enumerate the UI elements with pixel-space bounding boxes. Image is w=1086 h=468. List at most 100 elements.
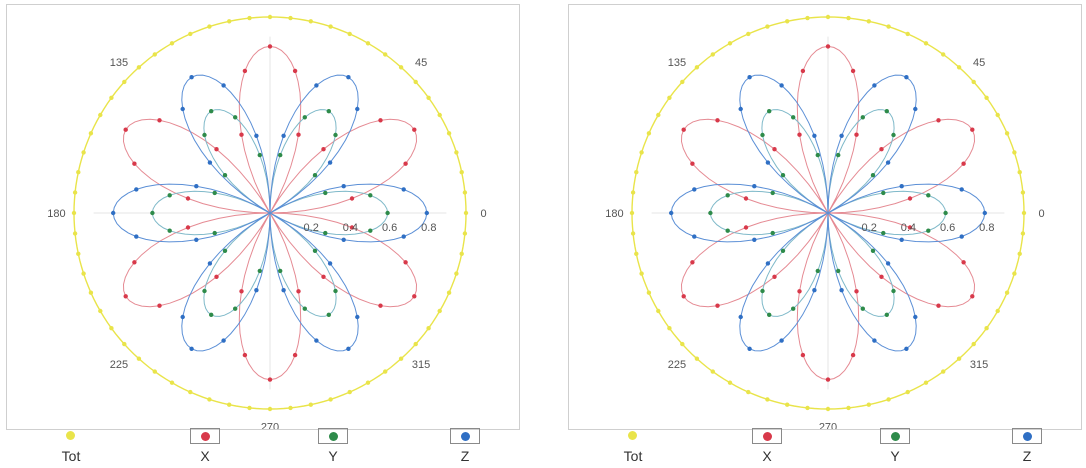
data-point-z: [959, 234, 964, 239]
data-point-z: [765, 160, 771, 165]
data-point-tot: [667, 326, 672, 331]
data-point-x: [403, 260, 408, 265]
data-point-tot: [846, 405, 851, 411]
radial-tick-label: 0.2: [862, 222, 877, 234]
data-point-z: [692, 234, 697, 239]
data-point-tot: [727, 380, 733, 385]
data-point-tot: [207, 397, 212, 402]
data-point-z: [747, 346, 752, 351]
data-point-tot: [805, 405, 810, 411]
data-point-y: [326, 312, 331, 317]
data-point-z: [959, 187, 964, 192]
data-point-tot: [971, 79, 976, 85]
data-point-x: [772, 147, 777, 152]
angle-tick-label: 0: [1039, 208, 1045, 220]
data-point-tot: [152, 52, 157, 57]
data-point-tot: [462, 231, 468, 236]
data-point-y: [368, 228, 373, 233]
data-point-y: [860, 115, 865, 120]
data-point-y: [312, 248, 318, 253]
data-point-z: [134, 234, 139, 239]
data-point-tot: [398, 356, 404, 361]
x-dot-icon: [201, 432, 210, 441]
data-point-z: [180, 314, 185, 320]
data-point-tot: [459, 251, 464, 256]
data-point-x: [907, 225, 913, 230]
data-point-tot: [1020, 231, 1026, 236]
data-point-tot: [413, 341, 418, 347]
data-point-x: [772, 274, 777, 279]
data-point-tot: [207, 24, 212, 29]
data-point-tot: [1012, 271, 1017, 276]
data-point-tot: [680, 341, 685, 347]
data-point-tot: [152, 369, 157, 374]
data-point-tot: [785, 19, 790, 24]
data-point-z: [904, 346, 909, 351]
legend-item-x[interactable]: X: [740, 428, 800, 468]
data-point-y: [167, 193, 172, 198]
data-point-tot: [941, 369, 946, 374]
data-point-tot: [347, 389, 352, 395]
data-point-x: [132, 260, 137, 265]
data-point-z: [341, 237, 346, 242]
data-point-tot: [308, 402, 313, 407]
angle-tick-label: 135: [668, 57, 686, 69]
data-point-y: [708, 210, 713, 216]
data-point-z: [194, 184, 199, 189]
data-point-x: [797, 132, 802, 137]
data-point-x: [157, 118, 162, 123]
data-point-z: [913, 106, 918, 112]
data-point-x: [292, 352, 298, 358]
data-point-x: [743, 225, 749, 230]
data-point-y: [926, 193, 931, 198]
data-point-y: [222, 248, 228, 253]
data-point-tot: [72, 231, 78, 236]
data-point-z: [899, 184, 904, 189]
data-point-x: [800, 68, 806, 74]
data-point-y: [233, 115, 238, 120]
data-point-tot: [694, 65, 700, 70]
data-point-x: [123, 127, 128, 132]
data-point-z: [738, 314, 743, 320]
data-point-z: [314, 338, 319, 343]
angle-tick-label: 45: [415, 57, 427, 69]
data-point-z: [221, 83, 226, 88]
data-point-y: [884, 109, 889, 114]
data-point-z: [189, 75, 194, 80]
legend-item-y[interactable]: Y: [868, 428, 928, 468]
legend-item-z[interactable]: Z: [1000, 428, 1060, 468]
legend-item-y[interactable]: Y: [306, 428, 366, 468]
data-point-y: [767, 109, 772, 114]
legend-item-z[interactable]: Z: [438, 428, 498, 468]
data-point-y: [815, 268, 820, 274]
data-point-z: [207, 160, 213, 165]
data-point-x: [242, 352, 248, 358]
data-point-x: [681, 127, 686, 132]
legend-item-tot[interactable]: Tot: [44, 428, 104, 468]
data-point-z: [752, 237, 757, 242]
data-point-y: [323, 190, 328, 196]
legend-swatch-x: [190, 428, 220, 444]
legend-item-x[interactable]: X: [178, 428, 238, 468]
data-point-x: [185, 196, 191, 201]
legend-label-tot: Tot: [623, 448, 643, 464]
data-point-tot: [398, 65, 404, 70]
data-point-tot: [710, 52, 715, 57]
data-point-x: [879, 274, 884, 279]
legend-item-tot[interactable]: Tot: [606, 428, 666, 468]
data-point-z: [327, 160, 333, 165]
data-point-x: [239, 289, 244, 294]
data-point-z: [355, 314, 360, 320]
data-point-y: [725, 193, 730, 198]
data-point-x: [321, 147, 326, 152]
legend-swatch-y: [318, 428, 348, 444]
legend-label-x: X: [200, 448, 210, 464]
data-point-z: [692, 187, 697, 192]
data-point-tot: [886, 24, 891, 29]
data-point-x: [412, 127, 417, 132]
data-point-tot: [463, 210, 469, 216]
data-point-x: [690, 161, 695, 166]
data-point-tot: [98, 112, 103, 118]
z-dot-icon: [1023, 432, 1032, 441]
data-point-z: [904, 75, 909, 80]
